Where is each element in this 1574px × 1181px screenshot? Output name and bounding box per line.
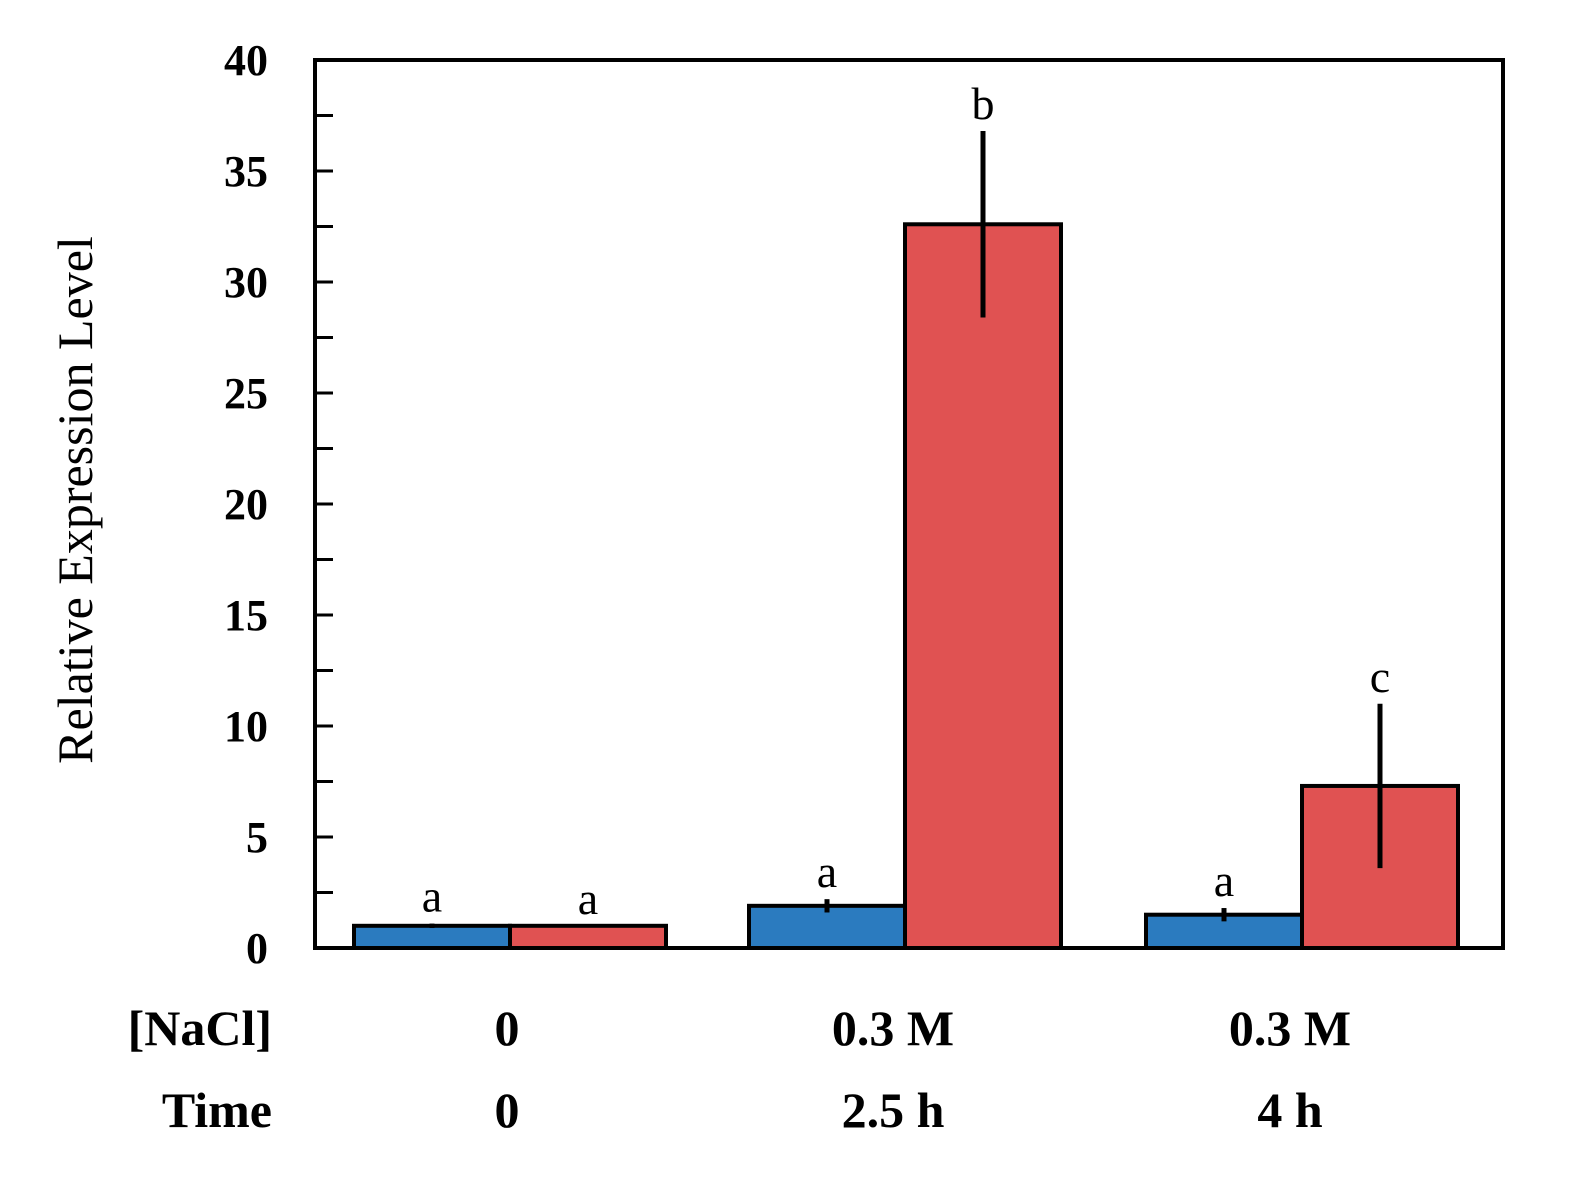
error-bars bbox=[429, 131, 1383, 929]
bar bbox=[508, 923, 668, 950]
y-tick-label: 40 bbox=[224, 36, 268, 85]
y-axis-title: Relative Expression Level bbox=[47, 236, 103, 764]
significance-label: c bbox=[1370, 651, 1390, 702]
category-label: 0.3 M bbox=[1229, 1000, 1351, 1056]
bar bbox=[747, 903, 907, 951]
category-row-label: Time bbox=[162, 1082, 272, 1138]
y-tick-label: 0 bbox=[246, 924, 268, 973]
category-label: 4 h bbox=[1257, 1082, 1323, 1138]
significance-label: a bbox=[578, 873, 598, 924]
bars bbox=[352, 222, 1460, 951]
category-rows: [NaCl] 0 0.3 M 0.3 M Time 0 2.5 h 4 h bbox=[128, 1000, 1352, 1138]
significance-label: a bbox=[817, 846, 837, 897]
category-row-label: [NaCl] bbox=[128, 1000, 272, 1056]
plot-frame bbox=[313, 58, 1505, 950]
y-tick-labels: 0 5 10 15 20 25 30 35 40 bbox=[224, 36, 268, 973]
y-tick-label: 5 bbox=[246, 813, 268, 862]
y-tick-label: 35 bbox=[224, 147, 268, 196]
category-label: 2.5 h bbox=[842, 1082, 945, 1138]
significance-label: a bbox=[422, 871, 442, 922]
category-label: 0 bbox=[495, 1082, 520, 1138]
y-tick-label: 20 bbox=[224, 480, 268, 529]
category-label: 0 bbox=[495, 1000, 520, 1056]
y-tick-label: 10 bbox=[224, 702, 268, 751]
significance-labels: a a a a b c bbox=[422, 78, 1390, 924]
y-tick-label: 25 bbox=[224, 369, 268, 418]
bar bbox=[352, 923, 512, 950]
category-label: 0.3 M bbox=[832, 1000, 954, 1056]
significance-label: a bbox=[1214, 855, 1234, 906]
y-tick-label: 30 bbox=[224, 258, 268, 307]
y-minor-ticks bbox=[315, 114, 333, 894]
significance-label: b bbox=[972, 78, 995, 129]
y-tick-label: 15 bbox=[224, 591, 268, 640]
bar bbox=[903, 222, 1063, 950]
